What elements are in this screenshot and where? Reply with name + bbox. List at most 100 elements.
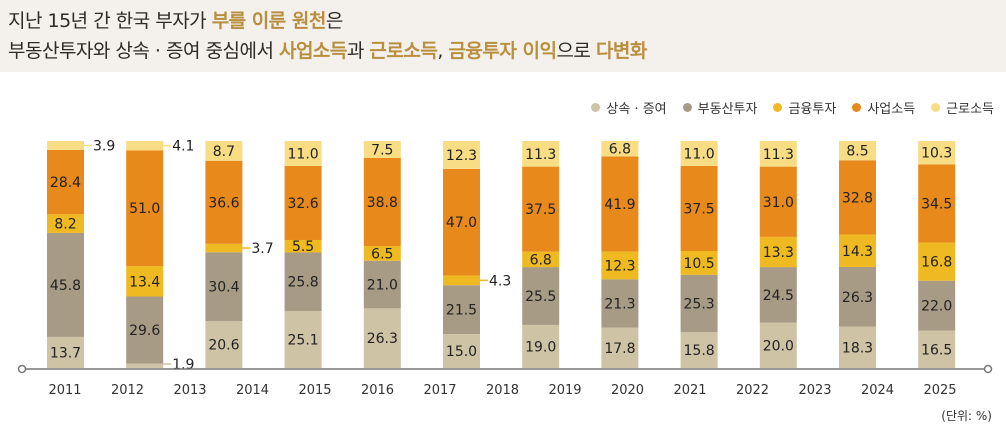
title-highlight: 사업소득 [278,40,347,62]
data-label: 32.6 [288,196,319,212]
data-label: 5.5 [292,239,314,255]
bar-segment [284,252,322,312]
bar-segment [205,243,243,253]
x-tick-label: 2020 [611,383,644,398]
bar-segment [601,141,639,157]
x-tick-label: 2012 [111,383,144,398]
data-label: 38.8 [367,195,398,211]
data-label: 6.5 [371,246,393,262]
title-text: 부동산투자와 상속 · 증여 중심에서 [8,40,279,62]
bar-segment [443,168,480,276]
data-label: 1.9 [172,357,194,373]
data-label: 22.0 [921,299,952,315]
bar-segment [839,160,876,235]
data-label: 11.0 [288,146,319,162]
bar-segment [47,336,84,368]
bar-segment [759,322,797,368]
bar-segment [601,156,639,252]
data-label: 29.6 [129,323,160,339]
bar-segment [47,232,84,337]
bar-segment [680,332,718,368]
bar-segment [363,245,401,261]
bar-segment [522,141,560,167]
bar-segment [839,266,876,327]
data-label: 36.6 [208,195,239,211]
data-label: 25.1 [288,333,319,349]
bar-segment [839,326,876,368]
bar-segment [601,327,639,368]
title-line-1: 지난 15년 간 한국 부자가 부를 이룬 원천은 [8,6,343,33]
data-label: 11.0 [684,146,715,162]
data-label: 32.8 [842,190,873,206]
legend-label: 부동산투자 [697,102,758,117]
legend-label: 금융투자 [788,102,837,117]
title-band: 지난 15년 간 한국 부자가 부를 이룬 원천은 부동산투자와 상속 · 증여… [0,0,1006,72]
bar-segment [126,266,164,297]
data-label: 10.3 [921,146,952,162]
data-label: 30.4 [208,280,239,296]
title-highlight: 다변화 [595,40,647,62]
bar-segment [363,158,401,246]
data-label: 15.0 [446,344,477,360]
legend-item: 부동산투자 [682,98,758,117]
bar-segment [522,324,560,368]
x-tick-label: 2022 [736,383,769,398]
bar-segment [918,330,956,368]
bar-segment [443,141,480,169]
bar-segment [47,149,84,215]
x-tick-label: 2025 [923,383,956,398]
legend-swatch [773,103,783,112]
bar-segment [363,141,401,159]
bar-segment [918,242,956,281]
bar-segment [126,141,164,151]
bar-segment [126,296,164,364]
data-label: 21.5 [446,303,477,319]
unit-label: (단위: %) [941,409,992,423]
title-highlight: 근로소득 [369,40,438,62]
data-label: 20.6 [208,338,239,354]
bar-segment [363,260,401,309]
bar-segment [839,234,876,267]
data-label: 8.7 [213,144,235,160]
bar-segment [522,166,560,252]
bar-segment [205,160,243,244]
legend-item: 근로소득 [931,98,994,117]
data-label: 3.7 [251,241,273,257]
bar-segment [759,166,797,237]
data-label: 14.3 [842,244,873,260]
bar-segment [839,141,876,161]
data-label: 34.5 [921,196,952,212]
data-label: 13.3 [763,245,794,261]
data-label: 13.7 [50,345,81,361]
data-label: 13.4 [129,274,160,290]
data-label: 17.8 [604,341,635,357]
legend-label: 사업소득 [867,102,916,117]
data-label: 11.3 [525,147,556,163]
x-tick-label: 2024 [861,383,894,398]
bar-segment [205,321,243,368]
x-tick-label: 2018 [486,383,519,398]
data-label: 7.5 [371,143,393,159]
bar-segment [363,308,401,368]
data-label: 19.0 [525,339,556,355]
data-label: 8.2 [54,217,76,233]
bar-segment [601,279,639,328]
title-highlight: 부를 이룬 원천 [211,10,327,32]
title-highlight: 금융투자 이익 [448,40,557,62]
data-label: 16.8 [921,255,952,271]
data-label: 31.0 [763,195,794,211]
data-label: 15.8 [684,343,715,359]
title-text: 으로 [556,40,596,62]
bar-segment [443,333,480,368]
data-label: 37.5 [525,202,556,218]
title-text: 지난 15년 간 한국 부자가 [8,10,212,32]
data-label: 20.0 [763,338,794,354]
legend-label: 근로소득 [946,102,994,117]
bar-segment [522,267,560,325]
bar-segment [205,141,243,161]
bar-segment [918,280,956,331]
legend-swatch [852,103,862,112]
bar-segment [205,252,243,322]
bar-segment [47,141,84,150]
